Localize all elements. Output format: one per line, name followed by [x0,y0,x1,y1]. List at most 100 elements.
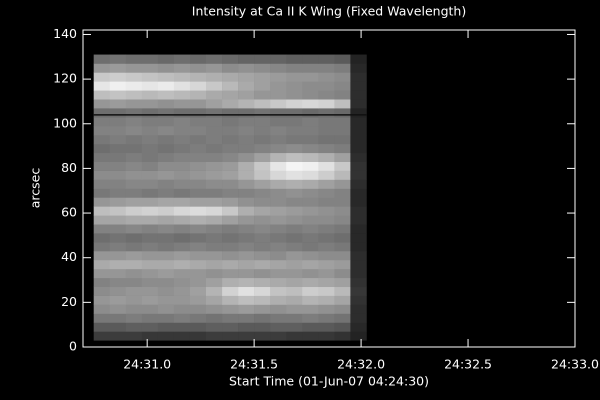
heatmap-cell [109,331,127,341]
heatmap-cell [238,224,255,234]
heatmap-cell [270,215,287,225]
heatmap-cell [222,233,239,243]
heatmap-cell [254,331,271,341]
heatmap-cell [109,72,127,82]
heatmap-cell [189,170,207,180]
heatmap-cell [222,224,239,234]
heatmap-cell [318,125,335,136]
heatmap-cell [189,54,207,64]
heatmap-cell [109,251,127,261]
heatmap-cell [254,268,271,279]
heatmap-cell [206,81,223,91]
heatmap-cell [157,206,175,216]
heatmap-cell [109,206,127,216]
heatmap-cell [141,179,159,189]
heatmap-cell [93,197,111,207]
heatmap-cell [173,215,191,225]
heatmap-cell [318,233,335,243]
heatmap-cell [109,188,127,198]
heatmap-cell [318,161,335,171]
heatmap-cell [270,143,287,154]
heatmap-cell [222,268,239,279]
chart-title: Intensity at Ca II K Wing (Fixed Wavelen… [192,4,466,19]
heatmap-cell [157,117,175,127]
heatmap-cell [286,152,303,163]
heatmap-cell [173,188,191,198]
heatmap-cell [270,277,287,288]
heatmap-cell [270,179,287,189]
heatmap-cell [206,259,223,270]
heatmap-cell [173,117,191,127]
heatmap-cell [350,215,367,225]
heatmap-cell [206,54,223,64]
heatmap-cell [302,72,319,82]
heatmap-cell [173,90,191,100]
heatmap-cell [350,331,367,341]
heatmap-cell [189,233,207,243]
heatmap-cell [270,268,287,279]
heatmap-cell [238,233,255,243]
heatmap-cell [141,242,159,252]
heatmap-cell [334,90,351,100]
heatmap-cell [157,224,175,234]
heatmap-cell [334,125,351,136]
heatmap-cell [206,224,223,234]
heatmap-cell [318,90,335,100]
heatmap-cell [109,99,127,109]
heatmap-cell [222,117,239,127]
heatmap-cell [254,108,271,118]
y-tick-label: 120 [53,71,77,86]
heatmap-cell [334,99,351,109]
heatmap-cell [189,117,207,127]
heatmap-cell [173,72,191,82]
heatmap-cell [334,224,351,234]
heatmap-cell [302,322,319,332]
heatmap-cell [125,224,143,234]
heatmap-cell [318,134,335,145]
heatmap-cell [141,134,159,145]
heatmap-cell [222,313,239,323]
heatmap-cell [206,206,223,216]
y-axis-title: arcsec [28,168,43,209]
heatmap-cell [206,63,223,73]
heatmap-cell [286,242,303,252]
heatmap-cell [206,134,223,145]
heatmap-cell [302,242,319,252]
heatmap-cell [238,63,255,73]
heatmap-cell [318,197,335,207]
heatmap-cell [189,251,207,261]
heatmap-cell [125,215,143,225]
heatmap-cell [157,54,175,64]
heatmap-cell [189,63,207,73]
heatmap-cell [302,143,319,154]
heatmap-cell [254,143,271,154]
y-tick-label: 100 [53,115,77,130]
heatmap-cell [286,295,303,305]
heatmap-cell [318,81,335,91]
heatmap-cell [334,215,351,225]
heatmap-cell [93,125,111,136]
heatmap-cell [270,125,287,136]
heatmap-cell [270,197,287,207]
heatmap-cell [286,72,303,82]
heatmap-cell [222,215,239,225]
heatmap-cell [254,242,271,252]
heatmap-cell [238,134,255,145]
heatmap-cell [318,72,335,82]
heatmap-cell [173,259,191,270]
heatmap-cell [141,197,159,207]
heatmap-cell [109,134,127,145]
heatmap-cell [125,304,143,314]
heatmap-cell [93,63,111,73]
heatmap-cell [125,90,143,100]
heatmap-cell [334,81,351,91]
heatmap-cell [157,72,175,82]
heatmap-cell [173,331,191,341]
heatmap-cell [109,322,127,332]
heatmap-cell [125,63,143,73]
heatmap-cell [334,108,351,118]
heatmap-cell [173,152,191,163]
heatmap-cell [286,161,303,171]
heatmap-cell [189,215,207,225]
